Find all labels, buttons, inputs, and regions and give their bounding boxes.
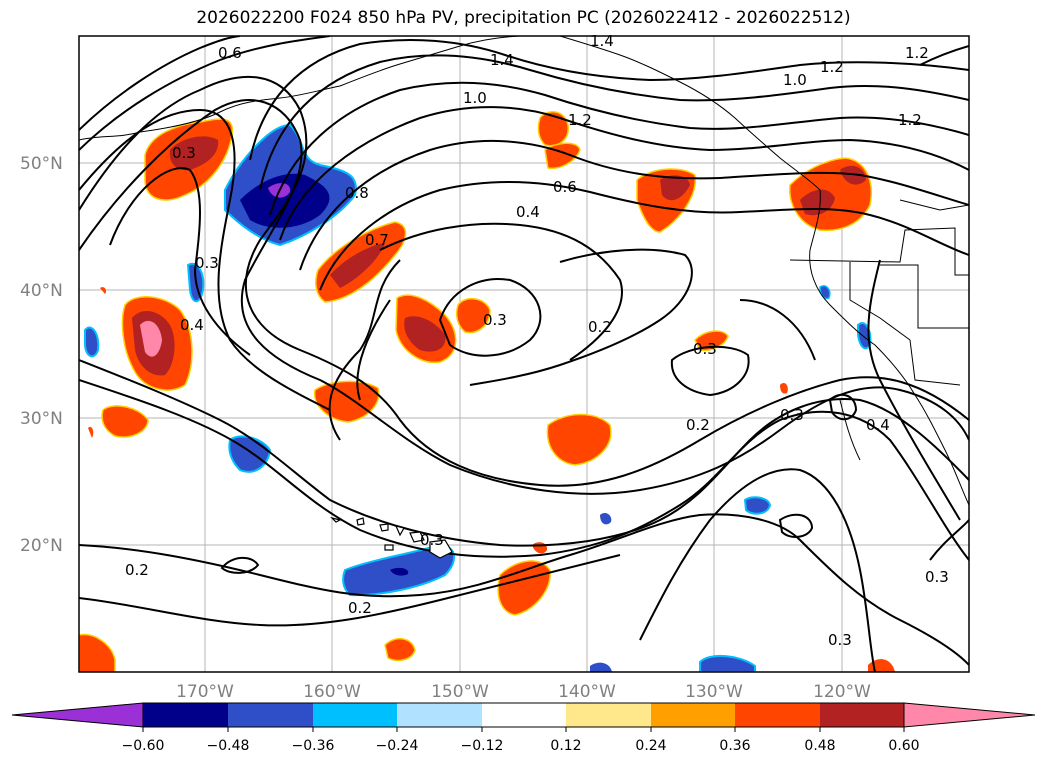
contour-label: 0.4 [180, 316, 204, 334]
colorbar-tick-label: 0.48 [804, 738, 835, 754]
lat-label-20n: 20°N [20, 536, 63, 556]
contour-labels: 0.6 1.4 1.4 1.2 1.2 1.0 1.0 1.2 1.2 0.3 … [125, 32, 949, 649]
contour-label: 1.4 [490, 51, 514, 69]
contour-label: 0.4 [866, 416, 890, 434]
contour-label: 1.2 [905, 44, 929, 62]
colorbar-high-extend [903, 702, 1036, 728]
pv-contours [79, 36, 969, 672]
contour-label: 0.3 [693, 340, 717, 358]
contour-label: 0.3 [483, 311, 507, 329]
lon-label-150w: 150°W [431, 682, 489, 702]
map-title: 2026022200 F024 850 hPa PV, precipitatio… [196, 8, 851, 28]
gridlines [79, 36, 969, 672]
contour-label: 0.2 [348, 599, 372, 617]
colorbar-bin [397, 703, 482, 727]
colorbar-bin [313, 703, 397, 727]
contour-label: 0.6 [218, 44, 242, 62]
colorbar-bin [143, 703, 228, 727]
contour-label: 0.8 [345, 184, 369, 202]
colorbar-tick-label: −0.48 [207, 738, 250, 754]
lon-label-140w: 140°W [558, 682, 616, 702]
colorbar-tick-label: 0.36 [719, 738, 750, 754]
contour-label: 0.3 [780, 406, 804, 424]
contour-label: 0.4 [516, 203, 540, 221]
coastlines [79, 36, 969, 506]
contour-label: 1.2 [568, 111, 592, 129]
hawaiian-islands [330, 516, 453, 559]
colorbar-tick-label: 0.60 [888, 738, 919, 754]
colorbar-tick-label: 0.12 [550, 738, 581, 754]
contour-label: 1.2 [820, 58, 844, 76]
lon-label-120w: 120°W [813, 682, 871, 702]
lon-label-170w: 170°W [176, 682, 234, 702]
positive-precip-areas [79, 111, 895, 672]
colorbar-bin [820, 703, 904, 727]
map-plot-area [79, 36, 969, 672]
contour-label: 0.2 [125, 561, 149, 579]
contour-label: 0.2 [588, 318, 612, 336]
colorbar-tick-label: −0.36 [292, 738, 335, 754]
colorbar-tick-label: −0.60 [122, 738, 165, 754]
colorbar-low-extend [11, 702, 144, 728]
contour-label: 0.3 [195, 254, 219, 272]
lon-label-130w: 130°W [685, 682, 743, 702]
colorbar-tick-label: 0.24 [635, 738, 666, 754]
colorbar-bin [482, 703, 566, 727]
contour-label: 0.2 [686, 416, 710, 434]
contour-label: 0.7 [365, 231, 389, 249]
colorbar-tick-label: −0.24 [376, 738, 419, 754]
lat-label-30n: 30°N [20, 409, 63, 429]
contour-label: 0.3 [420, 531, 444, 549]
colorbar-bin [735, 703, 820, 727]
lon-label-160w: 160°W [303, 682, 361, 702]
lat-label-40n: 40°N [20, 281, 63, 301]
colorbar-bin [566, 703, 651, 727]
contour-label: 0.3 [828, 631, 852, 649]
longitude-labels: 170°W 160°W 150°W 140°W 130°W 120°W [176, 682, 871, 702]
contour-label: 0.3 [172, 144, 196, 162]
contour-label: 1.4 [590, 32, 614, 50]
colorbar: −0.60 −0.48 −0.36 −0.24 −0.12 0.12 0.24 … [11, 702, 1036, 754]
contour-label: 1.2 [898, 111, 922, 129]
colorbar-tick-label: −0.12 [461, 738, 504, 754]
colorbar-bin [228, 703, 313, 727]
contour-label: 1.0 [783, 71, 807, 89]
map-border [78, 35, 970, 673]
lat-label-50n: 50°N [20, 154, 63, 174]
contour-label: 0.6 [553, 178, 577, 196]
contour-label: 1.0 [463, 89, 487, 107]
contour-label: 0.3 [925, 568, 949, 586]
colorbar-bin [651, 703, 735, 727]
latitude-labels: 50°N 40°N 30°N 20°N [20, 154, 63, 556]
